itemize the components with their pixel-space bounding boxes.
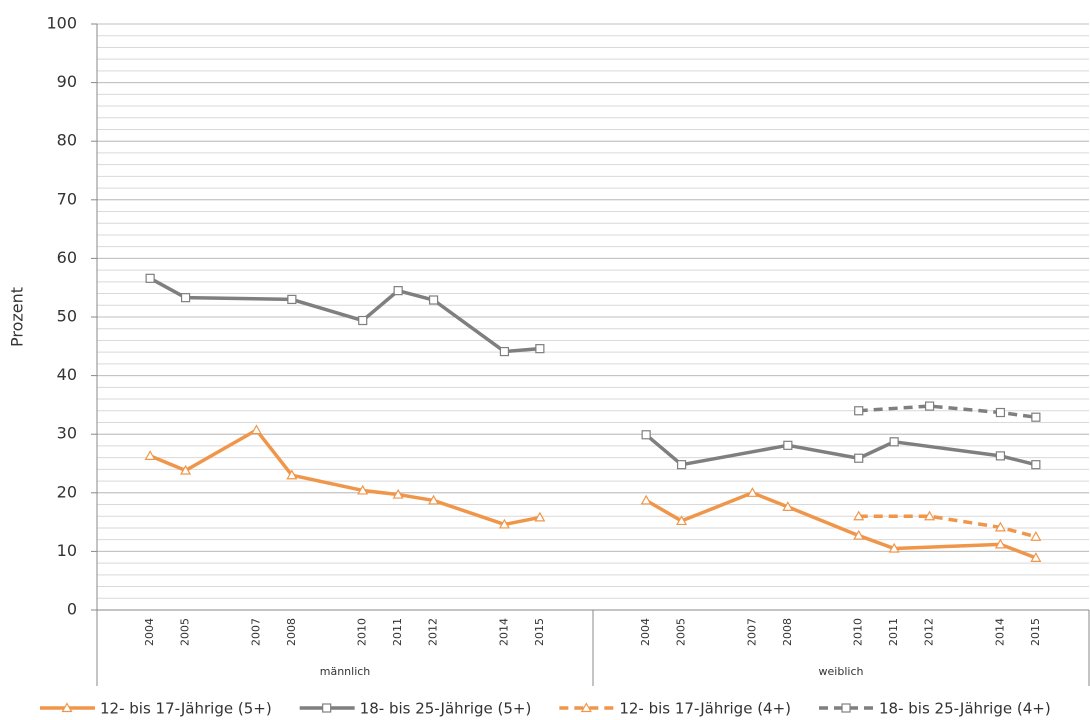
x-tick-label: 2011: [391, 618, 404, 646]
marker: [854, 406, 864, 416]
legend-item: 12- bis 17-Jährige (5+): [40, 700, 272, 718]
y-tick-label: 90: [57, 72, 77, 91]
y-tick-label: 30: [57, 424, 77, 443]
x-tick-label: 2008: [781, 618, 794, 646]
marker: [1030, 531, 1042, 541]
legend-label: 12- bis 17-Jährige (5+): [100, 700, 272, 718]
x-tick-label: 2015: [1029, 618, 1042, 646]
y-tick-label: 100: [46, 14, 77, 33]
marker: [994, 538, 1006, 549]
marker: [888, 542, 900, 553]
marker: [676, 460, 687, 470]
marker: [1031, 412, 1041, 422]
x-tick-label: 2014: [993, 618, 1006, 646]
series-line: [645, 491, 1037, 560]
marker: [357, 484, 369, 495]
legend-item: 18- bis 25-Jährige (5+): [299, 700, 532, 718]
y-tick-label: 0: [67, 600, 77, 619]
marker: [853, 510, 865, 521]
group-label: männlich: [320, 665, 371, 678]
marker: [535, 344, 545, 354]
x-tick-label: 2005: [179, 618, 192, 646]
marker: [358, 315, 368, 326]
x-tick-label: 2011: [887, 618, 900, 646]
x-tick-label: 2010: [852, 618, 865, 646]
marker: [498, 518, 510, 529]
marker: [994, 521, 1006, 532]
legend-item: 18- bis 25-Jährige (4+): [819, 700, 1051, 718]
x-tick-label: 2015: [533, 618, 546, 646]
marker: [499, 346, 510, 357]
marker: [924, 510, 936, 521]
marker: [854, 453, 864, 463]
series-line: [149, 428, 541, 527]
marker: [924, 401, 935, 411]
y-axis-label: Prozent: [8, 287, 27, 347]
series-line: [858, 514, 1037, 539]
marker: [783, 440, 793, 450]
marker: [853, 529, 865, 540]
marker: [782, 501, 794, 511]
marker: [393, 286, 403, 296]
marker: [995, 407, 1006, 418]
x-tick-label: 2010: [356, 618, 369, 646]
marker: [250, 424, 262, 435]
y-tick-label: 50: [57, 307, 77, 326]
y-tick-label: 80: [57, 131, 77, 150]
marker: [392, 488, 404, 499]
group-label: weiblich: [819, 665, 864, 678]
marker: [580, 702, 592, 713]
series-line: [645, 433, 1037, 467]
x-tick-label: 2004: [639, 618, 652, 646]
marker: [322, 703, 332, 713]
x-tick-label: 2014: [497, 618, 510, 646]
x-tick-label: 2004: [143, 618, 156, 646]
series-line: [858, 404, 1037, 419]
marker: [428, 494, 440, 505]
marker: [428, 295, 439, 305]
marker: [144, 450, 156, 460]
x-tick-label: 2012: [923, 618, 936, 646]
y-tick-label: 40: [57, 365, 77, 384]
marker: [841, 703, 851, 713]
marker: [61, 702, 73, 713]
marker: [145, 273, 155, 283]
marker: [180, 464, 192, 475]
y-tick-label: 20: [57, 482, 77, 501]
x-tick-label: 2007: [249, 618, 262, 646]
marker: [534, 511, 546, 522]
x-tick-label: 2005: [675, 618, 688, 646]
marker: [1031, 460, 1041, 470]
marker: [640, 494, 652, 505]
y-tick-label: 70: [57, 189, 77, 208]
y-tick-label: 60: [57, 248, 77, 267]
marker: [1030, 552, 1042, 562]
series-line: [149, 276, 541, 354]
marker: [889, 437, 899, 447]
x-tick-label: 2008: [285, 618, 298, 646]
x-tick-label: 2012: [427, 618, 440, 646]
legend-label: 18- bis 25-Jährige (4+): [879, 700, 1051, 718]
marker: [746, 487, 758, 497]
marker: [180, 293, 191, 303]
marker: [995, 451, 1006, 461]
marker: [286, 469, 298, 480]
legend-label: 12- bis 17-Jährige (4+): [619, 700, 791, 718]
marker: [287, 294, 297, 305]
legend-label: 18- bis 25-Jährige (5+): [360, 700, 532, 718]
marker: [641, 430, 651, 440]
marker: [676, 515, 688, 526]
legend-item: 12- bis 17-Jährige (4+): [559, 700, 791, 718]
y-tick-label: 10: [57, 541, 77, 560]
x-tick-label: 2007: [745, 618, 758, 646]
